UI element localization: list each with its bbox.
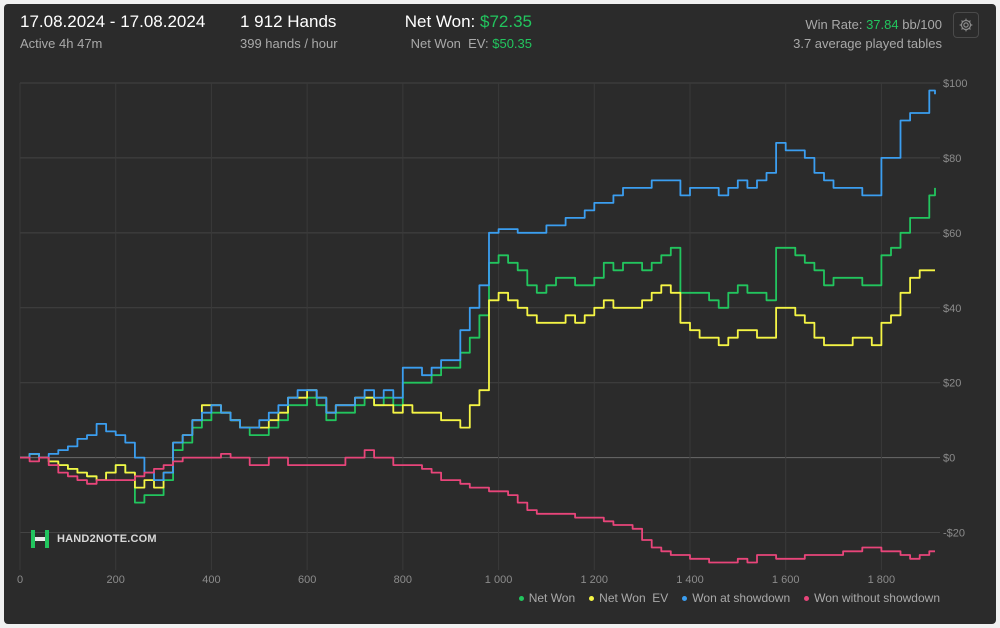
- legend-dot: [682, 595, 688, 601]
- date-range: 17.08.2024 - 17.08.2024: [20, 12, 206, 31]
- y-tick-label: $0: [943, 453, 955, 465]
- logo-text: HAND2NOTE.COM: [57, 533, 157, 545]
- series-line-1: [20, 269, 935, 489]
- net-won-ev-label: Net Won EV:: [410, 36, 493, 51]
- y-tick-label: $20: [943, 378, 961, 390]
- x-tick-label: 1 000: [485, 574, 513, 586]
- legend-net-won-ev[interactable]: Net Won EV: [589, 591, 668, 605]
- y-tick-label: $100: [943, 78, 967, 90]
- y-tick-label: $40: [943, 303, 961, 315]
- x-tick-label: 1 600: [772, 574, 800, 586]
- avg-tables: 3.7 average played tables: [793, 36, 942, 51]
- legend-showdown[interactable]: Won at showdown: [682, 591, 790, 605]
- y-tick-label: $60: [943, 228, 961, 240]
- active-time: Active 4h 47m: [20, 36, 103, 51]
- hand2note-logo: HAND2NOTE.COM: [29, 528, 157, 550]
- hands-count: 1 912 Hands: [240, 12, 337, 31]
- hands-rate: 399 hands / hour: [240, 36, 338, 51]
- hand2note-logo-icon: [31, 530, 49, 548]
- legend-non-showdown[interactable]: Won without showdown: [804, 591, 940, 605]
- y-tick-label: $80: [943, 153, 961, 165]
- x-tick-label: 800: [394, 574, 412, 586]
- x-tick-label: 200: [107, 574, 125, 586]
- chart-panel: [4, 4, 996, 624]
- win-rate-label: Win Rate:: [805, 17, 867, 32]
- win-rate-block: Win Rate: 37.84 bb/100 3.7 average playe…: [700, 17, 942, 51]
- win-rate-unit: bb/100: [898, 17, 942, 32]
- x-tick-label: 600: [298, 574, 316, 586]
- legend-label: Net Won EV: [599, 591, 669, 605]
- legend-label: Net Won: [528, 591, 576, 605]
- x-tick-label: 1 400: [676, 574, 704, 586]
- settings-button[interactable]: [953, 12, 979, 38]
- x-tick-label: 0: [17, 574, 23, 586]
- x-tick-label: 1 800: [868, 574, 896, 586]
- series-line-0: [20, 187, 936, 504]
- legend-dot: [518, 595, 524, 601]
- series-line-2: [20, 89, 936, 481]
- net-won-label: Net Won:: [404, 12, 480, 31]
- win-rate-value: 37.84: [866, 17, 899, 32]
- legend-dot: [589, 595, 595, 601]
- legend-net-won[interactable]: Net Won: [518, 591, 576, 605]
- series-line-3: [20, 449, 935, 564]
- legend: Net Won Net Won EV Won at showdown Won w…: [518, 591, 940, 605]
- legend-dot: [804, 595, 810, 601]
- x-tick-label: 400: [202, 574, 220, 586]
- y-tick-label: -$20: [943, 528, 965, 540]
- net-won-value: $72.35: [480, 12, 532, 31]
- x-tick-label: 1 200: [581, 574, 609, 586]
- legend-label: Won at showdown: [692, 591, 791, 605]
- date-block: 17.08.2024 - 17.08.2024 Active 4h 47m: [20, 12, 205, 51]
- gear-icon: [959, 18, 973, 32]
- net-won-ev-value: $50.35: [492, 36, 532, 51]
- legend-label: Won without showdown: [814, 591, 940, 605]
- net-won-block: Net Won: $72.35 Net Won EV: $50.35: [340, 12, 532, 51]
- hands-block: 1 912 Hands 399 hands / hour: [240, 12, 338, 51]
